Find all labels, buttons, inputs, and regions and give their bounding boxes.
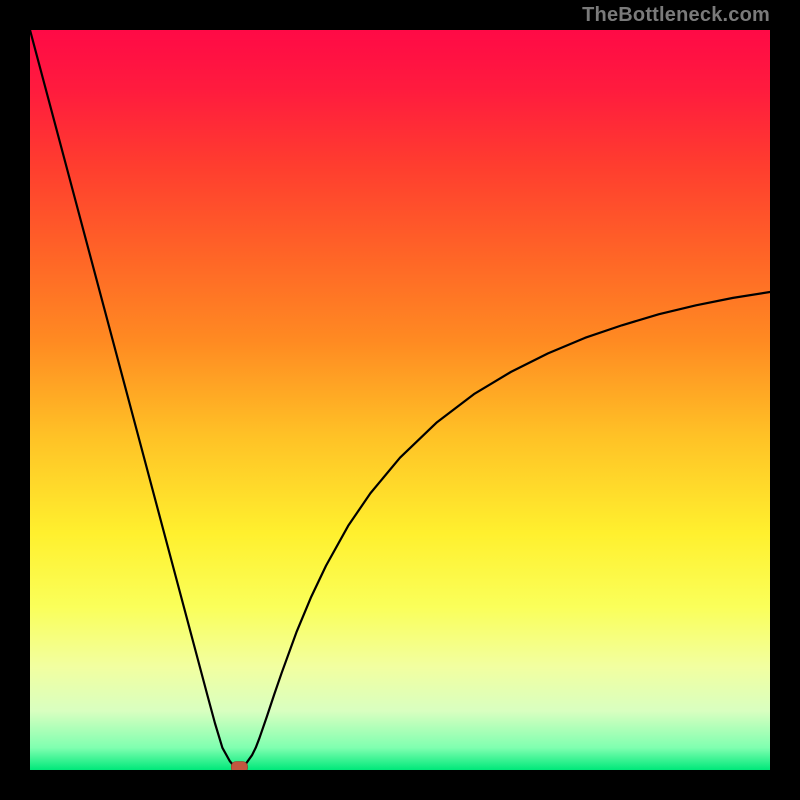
plot-area	[30, 30, 770, 770]
optimal-point-marker	[231, 761, 247, 770]
watermark-text: TheBottleneck.com	[582, 4, 770, 27]
chart-frame: TheBottleneck.com	[0, 0, 800, 800]
chart-svg	[30, 30, 770, 770]
chart-background	[30, 30, 770, 770]
